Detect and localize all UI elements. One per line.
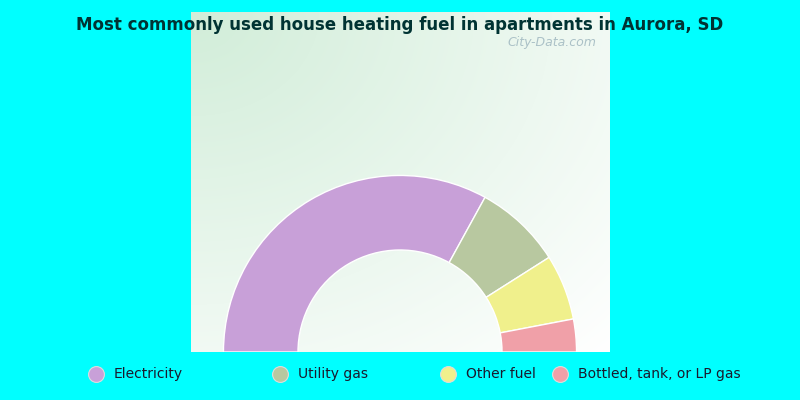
Text: Utility gas: Utility gas (298, 367, 368, 381)
Wedge shape (486, 258, 574, 333)
Text: Most commonly used house heating fuel in apartments in Aurora, SD: Most commonly used house heating fuel in… (76, 16, 724, 34)
Text: Bottled, tank, or LP gas: Bottled, tank, or LP gas (578, 367, 740, 381)
Wedge shape (449, 197, 549, 297)
Text: Electricity: Electricity (114, 367, 182, 381)
Text: Other fuel: Other fuel (466, 367, 535, 381)
Wedge shape (500, 319, 577, 352)
Wedge shape (223, 176, 485, 352)
Text: City-Data.com: City-Data.com (508, 36, 597, 49)
